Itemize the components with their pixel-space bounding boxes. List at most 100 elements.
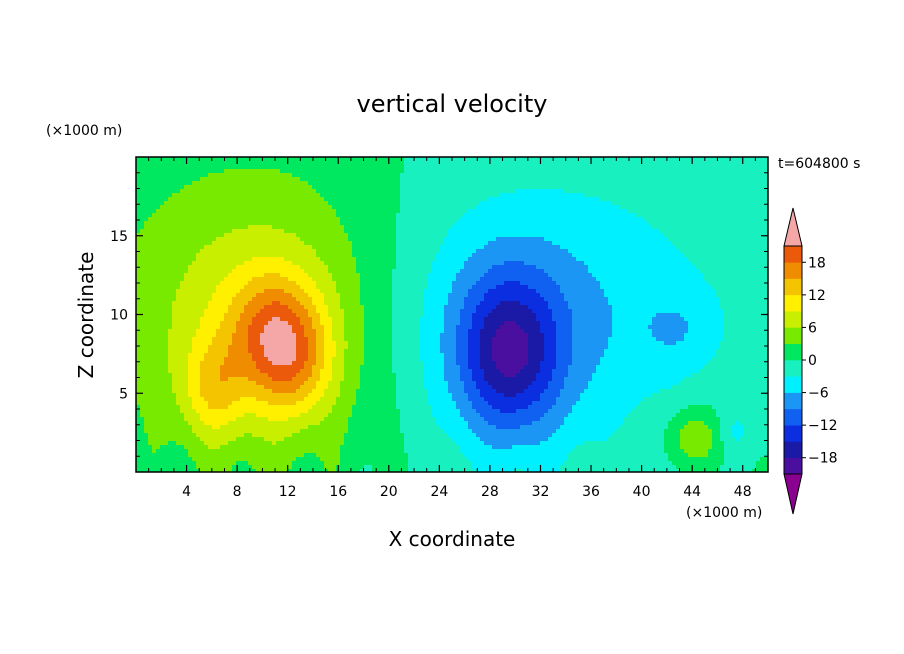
field-cell [244, 309, 261, 314]
field-cell [328, 305, 341, 310]
field-cell [136, 433, 149, 438]
field-cell [472, 377, 485, 382]
field-cell [208, 349, 229, 354]
field-cell [136, 461, 197, 466]
field-cell [468, 397, 485, 402]
field-cell [192, 429, 301, 434]
field-cell [556, 349, 573, 354]
field-cell [584, 389, 661, 394]
field-cell [344, 229, 397, 234]
field-cell [572, 405, 637, 410]
field-cell [480, 361, 497, 366]
field-cell [704, 421, 721, 426]
field-cell [348, 237, 397, 242]
field-cell [572, 345, 609, 350]
field-cell [572, 349, 605, 354]
field-cell [188, 385, 201, 390]
field-cell [228, 345, 249, 350]
field-cell [392, 285, 429, 290]
field-cell [572, 333, 613, 338]
field-cell [336, 341, 349, 346]
field-cell [460, 377, 473, 382]
field-cell [536, 289, 561, 294]
field-cell [664, 441, 681, 446]
field-cell [668, 453, 689, 458]
field-cell [328, 313, 345, 318]
field-cell [468, 333, 481, 338]
field-cell [136, 189, 181, 194]
field-cell [480, 365, 497, 370]
field-cell [716, 409, 768, 414]
field-cell [404, 165, 768, 170]
field-cell [560, 465, 677, 470]
field-cell [364, 349, 393, 354]
field-cell [196, 253, 317, 258]
field-cell [136, 289, 177, 294]
field-cell [712, 437, 721, 442]
field-cell [500, 325, 521, 330]
field-cell [624, 421, 669, 426]
field-cell [520, 301, 549, 306]
field-cell [228, 309, 245, 314]
field-cell [556, 353, 573, 358]
field-cell [400, 193, 501, 198]
field-cell [204, 245, 313, 250]
field-cell [284, 437, 345, 442]
field-cell [340, 301, 361, 306]
field-cell [356, 261, 397, 266]
field-cell [576, 257, 689, 262]
field-cell [456, 357, 469, 362]
field-cell [720, 429, 733, 434]
field-cell [396, 213, 465, 218]
field-cell [732, 425, 745, 430]
field-cell [176, 289, 217, 294]
field-cell [180, 189, 317, 194]
field-cell [336, 349, 345, 354]
field-cell [344, 441, 405, 446]
field-cell [344, 225, 397, 230]
field-cell [736, 421, 741, 426]
field-cell [608, 345, 721, 350]
field-cell [604, 353, 717, 358]
field-cell [228, 273, 265, 278]
field-cell [188, 389, 201, 394]
field-cell [552, 433, 613, 438]
field-cell [136, 273, 185, 278]
field-cell [396, 393, 429, 398]
field-cell [344, 313, 365, 318]
field-cell [312, 325, 325, 330]
field-cell [492, 309, 533, 314]
field-cell [328, 309, 345, 314]
field-cell [472, 317, 485, 322]
field-cell [556, 429, 617, 434]
field-cell [436, 257, 469, 262]
field-cell [292, 465, 325, 470]
field-cell [348, 421, 401, 426]
field-cell [248, 301, 273, 306]
field-cell [316, 253, 353, 258]
field-cell [392, 337, 421, 342]
field-cell [224, 277, 253, 282]
field-cell [196, 465, 233, 470]
field-cell [256, 397, 305, 402]
field-cell [396, 253, 437, 258]
field-cell [344, 329, 365, 334]
field-cell [604, 349, 717, 354]
field-cell [360, 289, 393, 294]
field-cell [340, 393, 357, 398]
field-cell [424, 305, 445, 310]
field-cell [544, 357, 557, 362]
field-cell [296, 357, 309, 362]
field-cell [552, 277, 597, 282]
field-cell [136, 469, 201, 472]
field-cell [396, 237, 445, 242]
field-cell [404, 437, 453, 442]
field-cell [168, 441, 177, 446]
field-cell [228, 405, 313, 410]
colorbar-swatch [784, 343, 802, 361]
field-cell [164, 201, 329, 206]
field-cell [316, 329, 325, 334]
field-cell [516, 321, 541, 326]
field-cell [148, 437, 201, 442]
field-cell [432, 265, 465, 270]
